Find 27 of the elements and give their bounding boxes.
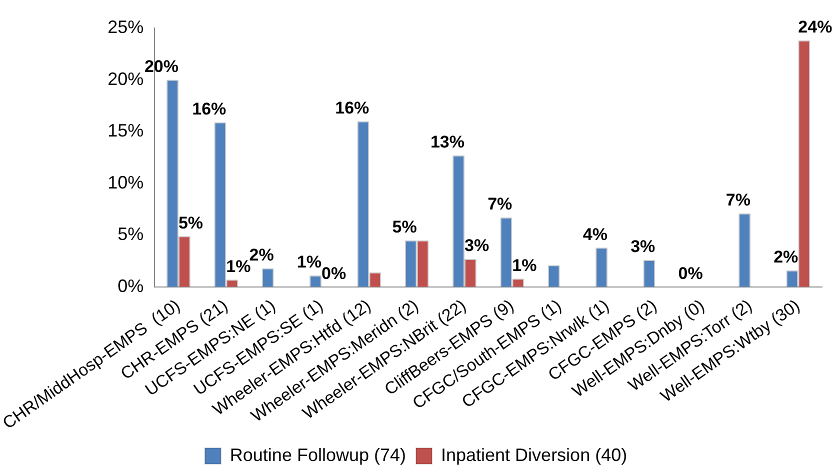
y-tick-label: 15% [108,120,144,141]
data-label: 7% [488,194,512,214]
data-label: 2% [249,245,274,264]
y-tick-label: 20% [108,68,144,89]
data-label: 16% [192,99,226,118]
legend-label: Routine Followup (74) [230,444,406,465]
data-label: 20% [144,56,178,76]
data-label: 0% [678,264,703,284]
data-label: 3% [464,236,490,256]
data-label: 1% [512,256,537,275]
data-label: 7% [726,190,750,210]
legend-label: Inpatient Diversion (40) [441,444,628,465]
data-label: 5% [178,213,204,232]
y-tick-label: 5% [118,224,144,244]
data-label: 0% [321,264,346,284]
data-label: 1% [226,256,251,276]
data-label: 5% [392,218,417,236]
data-label: 13% [430,132,464,152]
data-label: 1% [296,252,322,272]
data-label: 4% [582,224,608,244]
data-label: 24% [798,18,832,37]
y-tick-label: 0% [118,276,144,296]
data-label: 16% [335,98,370,118]
data-label: 2% [774,248,798,267]
y-tick-label: 10% [108,172,144,192]
y-tick-label: 25% [108,16,144,37]
data-label: 3% [630,237,656,256]
